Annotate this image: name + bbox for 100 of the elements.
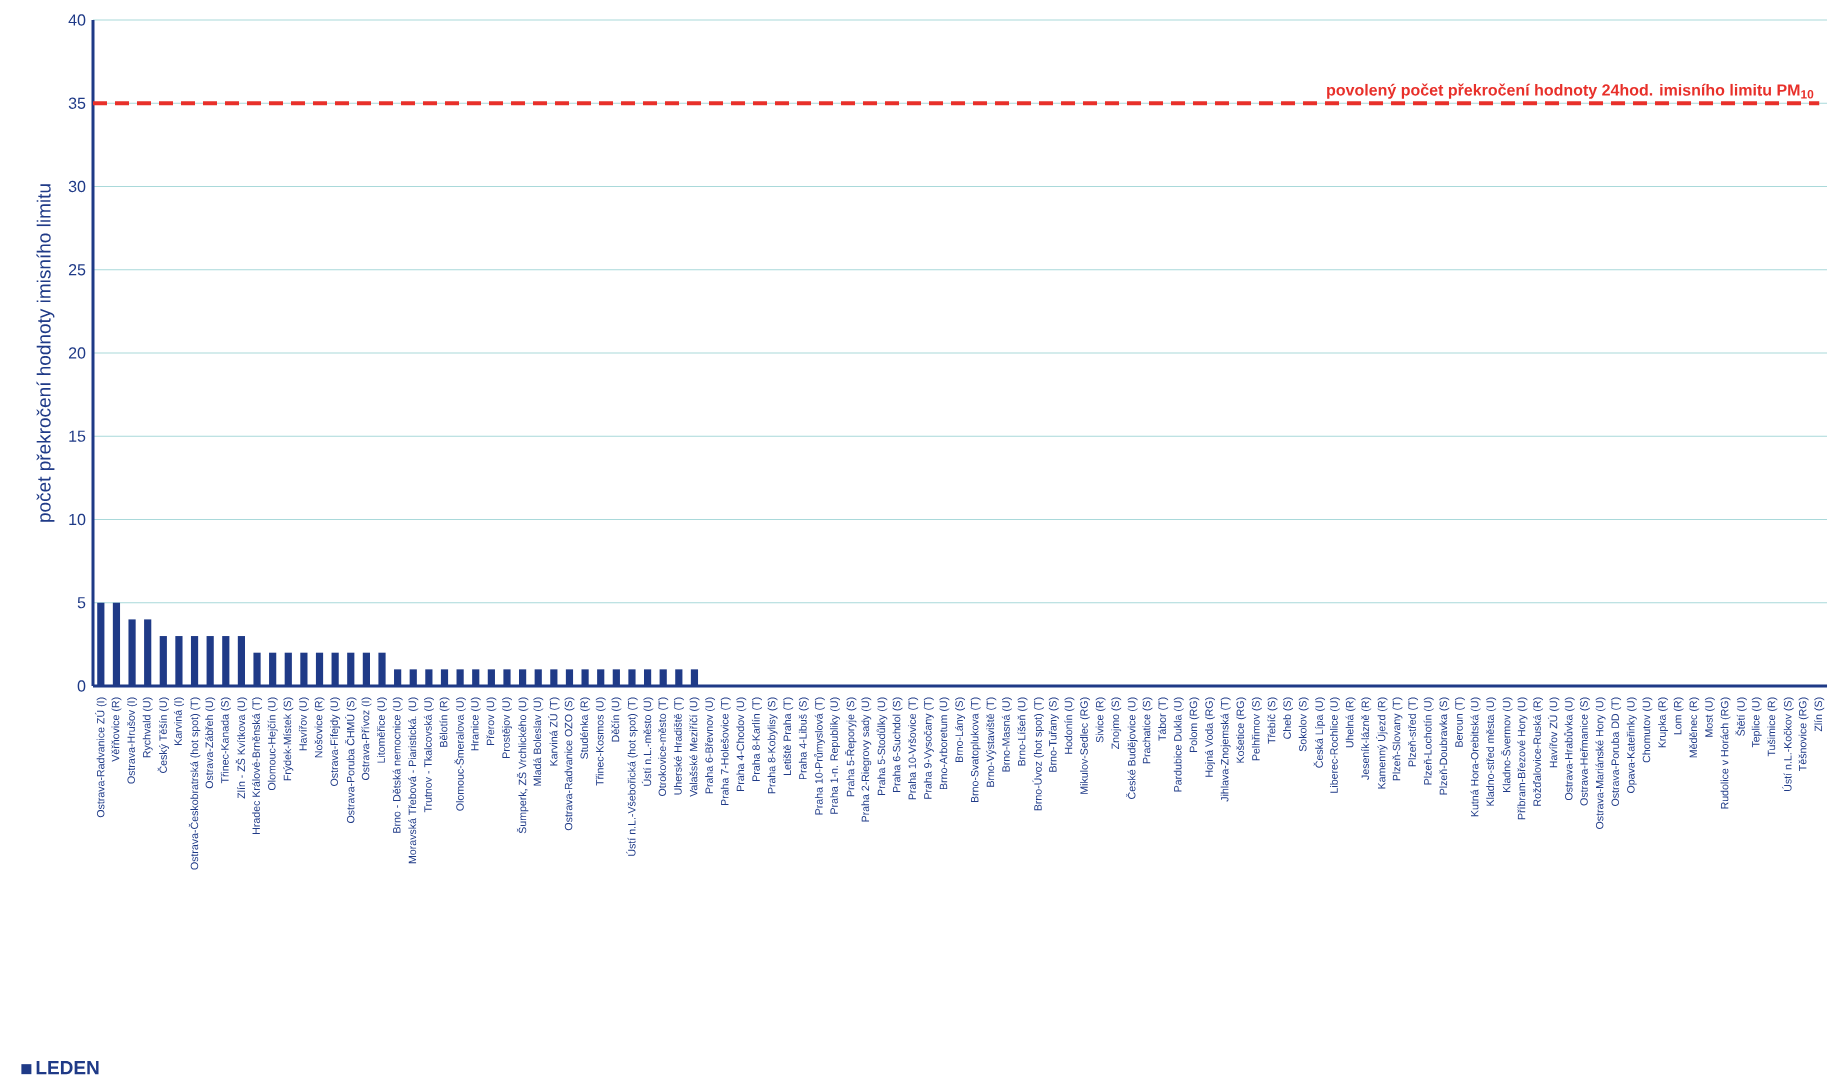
- x-tick-label: Brno-Arboretum (U): [939, 697, 950, 790]
- x-tick-label: Hojná Voda (RG): [1204, 697, 1215, 777]
- x-tick-label: Kladno-střed města (U): [1486, 697, 1497, 806]
- x-tick-label: Děčín (U): [611, 697, 622, 742]
- x-tick-label: Plzeň-Slovany (T): [1392, 697, 1403, 781]
- x-tick-label: Most (U): [1704, 697, 1715, 737]
- x-tick-label: Mikulov-Sedlec (RG): [1080, 697, 1090, 794]
- x-tick-label: Těšnovice (RG): [1798, 697, 1809, 771]
- x-tick-label: Ostrava-Zábřeh (U): [205, 697, 216, 789]
- x-tick-label: Letiště Praha (T): [783, 697, 794, 775]
- x-tick-label: Praha 1-n. Republiky (U): [830, 697, 840, 814]
- x-tick-label: Jihlava-Znojemská (T): [1220, 697, 1231, 802]
- x-tick-label: Kutná Hora-Orebitská (U): [1470, 697, 1481, 817]
- x-tick-label: Brno - Dětská nemocnice (U): [392, 697, 403, 833]
- x-tick-label: Frýdek-Místek (S): [283, 697, 294, 781]
- x-tick-label: Praha 4-Libuš (S): [798, 697, 809, 780]
- y-tick-label: 0: [77, 680, 86, 692]
- x-tick-label: Prachatice (S): [1142, 697, 1153, 764]
- x-tick-label: Prostějov (U): [502, 697, 512, 758]
- x-tick-label: Ostrava-Hrabůvka (U): [1563, 697, 1575, 800]
- x-tick-label: Karviná (I): [173, 697, 184, 745]
- x-tick-label: Olomouc-Hejčín (U): [267, 697, 278, 790]
- x-tick-label: Brno-Tuřany (S): [1048, 697, 1059, 772]
- x-tick-label: Ostrava-Radvanice OZO (S): [564, 697, 575, 831]
- x-tick-label: Tušimice (R): [1767, 697, 1778, 757]
- x-tick-label: Ostrava-Heřmanice (S): [1579, 697, 1590, 806]
- y-tick-label: 15: [69, 430, 86, 442]
- x-tick-label: Plzeň-střed (T): [1408, 697, 1418, 767]
- x-tick-label: Ostrava-Hrušov (I): [127, 697, 138, 784]
- x-tick-label: Rychvald (U): [142, 697, 153, 758]
- x-tick-label: Brno-Lány (S): [955, 697, 966, 762]
- x-tick-label: Ostrava-Mariánské Hory (U): [1595, 697, 1606, 829]
- x-tick-label: Pelhřimov (S): [1251, 697, 1262, 761]
- x-tick-label: Šumperk, ZŠ Vrchlického (U): [516, 697, 529, 834]
- x-tick-label: Uhelná (R): [1345, 697, 1356, 748]
- x-tick-label: Liberec-Rochlice (U): [1329, 697, 1340, 793]
- x-tick-label: Praha 8-Karlín (T): [751, 697, 762, 781]
- x-tick-label: Ústí n.L.-Všebořická (hot spot) (T): [626, 697, 638, 856]
- x-tick-label: Plzeň-Lochotín (U): [1423, 697, 1434, 785]
- x-tick-label: Opava-Kateřinky (U): [1626, 697, 1637, 793]
- x-tick-label: Ústí n.L.-město (U): [641, 697, 654, 786]
- x-tick-label: Moravská Třebová - Piaristická. (U): [408, 697, 419, 864]
- x-tick-label: Teplice (U): [1751, 697, 1762, 748]
- x-tick-label: Havířov (U): [298, 697, 309, 751]
- x-tick-label: Hodonín (U): [1064, 697, 1075, 754]
- x-tick-label: Polom (RG): [1189, 697, 1200, 752]
- x-tick-label: Praha 9-Vysočany (T): [923, 697, 934, 799]
- x-tick-label: Pardubice Dukla (U): [1173, 697, 1184, 792]
- x-tick-label: Hranice (U): [470, 697, 481, 751]
- x-tick-label: České Budějovice (U): [1126, 697, 1138, 799]
- x-tick-label: Zlín (S): [1814, 697, 1825, 732]
- x-tick-label: Kamenný Újezd (R): [1376, 697, 1388, 789]
- x-tick-label: Nošovice (R): [314, 697, 325, 758]
- x-tick-label: Štětí (U): [1735, 697, 1747, 736]
- x-tick-label: Příbram-Březové Hory (U): [1517, 697, 1528, 820]
- x-tick-label: Trutnov - Tkalcovská (U): [423, 697, 434, 813]
- x-tick-label: Ostrava-Radvanice ZÚ (I): [95, 697, 107, 818]
- x-tick-label: Rudolice v Horách (RG): [1720, 697, 1731, 809]
- x-tick-label: Přerov (U): [486, 697, 497, 745]
- x-tick-label: Jeseník-lázně (R): [1361, 697, 1372, 780]
- y-tick-label: 40: [68, 14, 86, 26]
- x-tick-label: Valašské Meziříčí (U): [689, 697, 700, 797]
- x-tick-label: Beroun (T): [1454, 697, 1465, 747]
- x-tick-label: Česká Lípa (U): [1313, 697, 1326, 768]
- y-tick-label: 25: [68, 263, 86, 276]
- x-tick-label: Sokolov (S): [1298, 697, 1309, 752]
- x-tick-label: Praha 2-Riegrovy sady (U): [861, 697, 872, 822]
- legend-label: LEDEN: [36, 1061, 99, 1075]
- x-tick-label: Uherské Hradiště (T): [673, 697, 684, 795]
- y-tick-label: 35: [68, 97, 86, 109]
- x-tick-label: Český Těšín (U): [157, 697, 170, 773]
- x-tick-label: Brno-Výstaviště (T): [986, 697, 997, 787]
- x-tick-label: Otrokovice-město (T): [658, 697, 669, 796]
- x-tick-label: Cheb (S): [1283, 697, 1294, 739]
- x-tick-label: Brno-Líšeň (U): [1017, 697, 1028, 766]
- x-tick-label: Ústí n.L.-Kočkov (S): [1782, 697, 1794, 791]
- x-tick-label: Znojmo (S): [1111, 697, 1122, 749]
- x-tick-label: Ostrava-Poruba ČHMÚ (S): [345, 697, 357, 823]
- x-tick-label: Plzeň-Doubravka (S): [1439, 697, 1450, 795]
- y-tick-label: 10: [69, 513, 86, 526]
- y-tick-label: 30: [68, 180, 86, 193]
- x-tick-label: Praha 5-Řeporyje (S): [844, 697, 857, 797]
- x-tick-label: Měděnec (R): [1689, 697, 1700, 758]
- x-tick-label: Mladá Boleslav (U): [533, 697, 544, 786]
- ref-line-label: povolený počet překročení hodnoty 24hod. imisního limitu PM$_{10}$: [1327, 83, 1814, 99]
- x-tick-label: Praha 6-Suchdol (S): [892, 697, 903, 792]
- x-tick-label: Lom (R): [1673, 697, 1684, 735]
- x-tick-label: Praha 4-Chodov (U): [736, 697, 747, 791]
- x-tick-label: Třinec-Kanada (S): [220, 697, 231, 784]
- x-tick-label: Kladno-Švermov (U): [1501, 697, 1513, 792]
- x-tick-label: Olomouc-Šmeralova (U): [454, 697, 466, 811]
- x-tick-label: Třinec-Kosmos (U): [595, 697, 606, 786]
- x-tick-label: Ostrava-Přívoz (I): [361, 697, 372, 780]
- x-tick-label: Praha 5-Stodůlky (U): [876, 697, 888, 795]
- x-tick-label: Krupka (R): [1658, 697, 1668, 748]
- x-tick-label: Karviná ZÚ (T): [548, 697, 560, 766]
- x-tick-label: Litoměřice (U): [377, 697, 387, 763]
- x-tick-label: Praha 7-Holešovice (T): [720, 697, 731, 805]
- x-tick-label: Brno-Úvoz (hot spot) (T): [1032, 697, 1044, 811]
- x-tick-label: Praha 8-Kobylisy (S): [767, 697, 778, 794]
